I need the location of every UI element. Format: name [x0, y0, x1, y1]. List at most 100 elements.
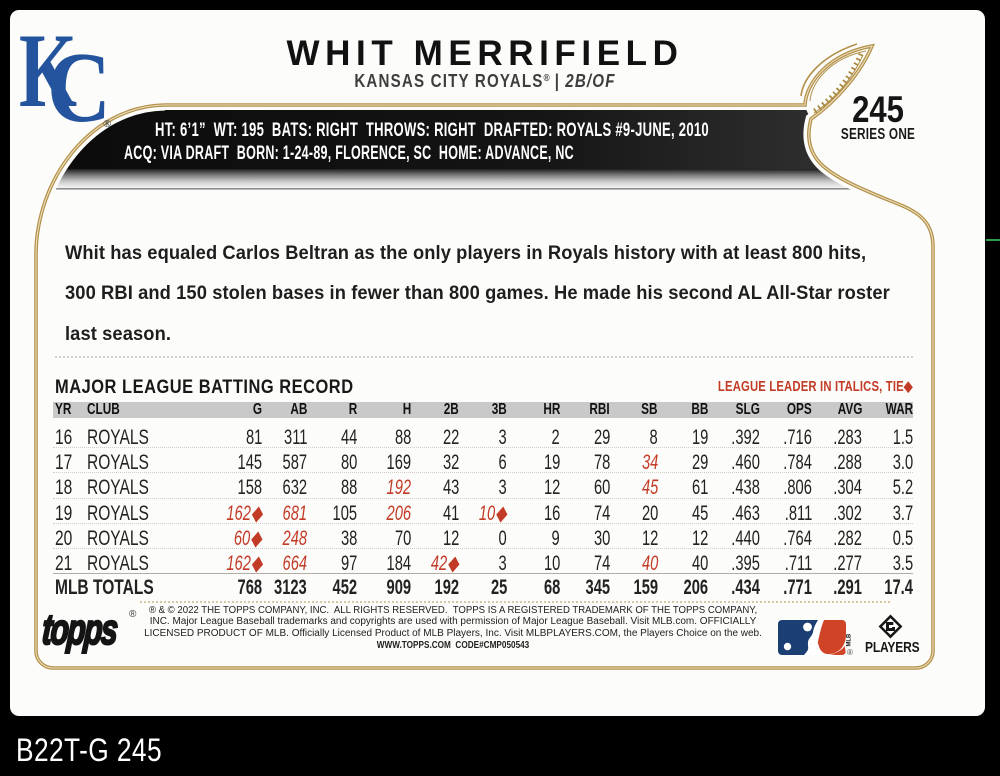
row-divider — [53, 472, 913, 474]
stat-cell: 311 — [283, 426, 307, 449]
stat-cell: 452 — [332, 576, 357, 599]
stat-cell: .438 — [731, 476, 760, 500]
stat-cell: AB — [289, 401, 307, 418]
stat-cell: 632 — [282, 476, 307, 500]
stat-cell: .283 — [833, 426, 862, 449]
silver-strip-edge-line — [36, 188, 933, 190]
stat-cell: 6 — [498, 451, 507, 475]
separator: | — [554, 71, 561, 91]
stat-cell: YR — [55, 401, 72, 418]
stat-cell: 19 — [543, 451, 560, 475]
team-reg-mark: ® — [543, 73, 550, 84]
mlb-logo-red-tail — [830, 646, 846, 655]
stat-cell: 105 — [332, 501, 357, 525]
stats-row: 20 ROYALS 60◆ 248 38 70 12 0 9 30 12 12 .440 .764 .282… — [53, 526, 913, 550]
stat-cell: 12 — [543, 476, 560, 500]
legal-line: WWW.TOPPS.COM CODE#CMP050543 — [376, 640, 530, 652]
stat-cell: SLG — [735, 401, 760, 418]
stat-cell: .434 — [731, 576, 760, 599]
highlight-line: last season. — [65, 323, 172, 346]
stat-cell: 192 — [434, 576, 459, 599]
row-divider — [53, 447, 913, 449]
legal-line: LICENSED PRODUCT OF MLB. Officially Lice… — [144, 628, 762, 640]
legal-line: INC. Major League Baseball trademarks an… — [149, 616, 757, 628]
stat-cell: BB — [690, 401, 708, 418]
legal-text: ® & © 2022 THE TOPPS COMPANY, INC. ALL R… — [127, 605, 779, 653]
stat-cell: 34 — [641, 451, 658, 475]
mlbpa-logo — [878, 614, 903, 639]
mlbpa-players-label: PLAYERS — [865, 639, 920, 656]
silver-sheen-strip — [36, 169, 933, 189]
stat-cell: 19 — [55, 501, 73, 525]
stats-section-title: MAJOR LEAGUE BATTING RECORD — [55, 377, 354, 398]
stat-cell: 192 — [386, 476, 411, 500]
player-position: 2B/OF — [565, 71, 616, 91]
stat-cell: 20 — [55, 526, 73, 550]
stat-cell: 184 — [386, 552, 411, 576]
team-position-line: KANSAS CITY ROYALS® | 2B/OF — [86, 71, 884, 92]
stat-cell: 70 — [394, 526, 411, 550]
stat-cell: G — [252, 401, 262, 418]
mlb-reg-mark: ® — [847, 648, 853, 657]
row-divider — [53, 522, 913, 524]
stat-cell: .463 — [731, 501, 760, 525]
stat-cell: 248 — [282, 526, 307, 550]
stat-cell: 0 — [498, 526, 507, 550]
stat-cell: .764 — [783, 526, 812, 550]
stat-cell: ROYALS — [87, 426, 149, 449]
highlight-line: Whit has equaled Carlos Beltran as the o… — [65, 241, 867, 264]
royals-kc-logo: K C ® — [19, 12, 111, 143]
stat-cell: .460 — [731, 451, 760, 475]
kc-reg-mark: ® — [103, 118, 111, 130]
team-name: KANSAS CITY ROYALS — [354, 71, 544, 91]
kc-logo-k: K — [19, 12, 77, 129]
stat-cell: ROYALS — [87, 476, 149, 500]
card-number: 245 — [852, 89, 904, 130]
series-name: SERIES ONE — [840, 126, 916, 143]
mlbpa-mlb-label: MLB — [845, 633, 853, 647]
stat-cell: 3123 — [274, 576, 307, 599]
stats-row: 19 ROYALS 162◆ 681 105 206 41 10◆ 16 74 20 45 .463 .8… — [53, 501, 913, 525]
player-name: WHIT MERRIFIELD — [286, 33, 684, 73]
bio-banner-line2: ACQ: VIA DRAFT BORN: 1-24-89, FLORENCE, … — [124, 142, 574, 164]
mlbpa-diamond-mark — [886, 622, 895, 631]
stat-cell: 17 — [55, 451, 73, 475]
stats-row: 16 ROYALS 81 311 44 88 22 3 2 29 8 19 .392 .716 .283 1.… — [53, 426, 913, 449]
stat-cell: H — [402, 401, 411, 418]
stat-cell: 145 — [237, 451, 262, 475]
stat-cell: 25 — [490, 576, 507, 599]
stat-cell: 97 — [340, 552, 357, 576]
stat-cell: 3 — [498, 476, 507, 500]
stat-cell: 80 — [340, 451, 357, 475]
row-divider — [53, 497, 913, 499]
stat-cell: 2B — [443, 401, 459, 418]
stat-cell: 78 — [593, 451, 610, 475]
stat-cell: 162◆ — [226, 501, 262, 525]
mlb-logo-ball — [783, 642, 792, 651]
stat-cell: SB — [641, 401, 658, 418]
stats-header-row: YR CLUB G AB R H 2B 3B HR RBI SB BB SLG … — [53, 402, 913, 418]
stat-cell: .440 — [731, 526, 760, 550]
stat-cell: AVG — [837, 401, 862, 418]
stat-cell: .291 — [833, 576, 862, 599]
stat-cell: 587 — [282, 451, 307, 475]
stat-cell: 10◆ — [479, 501, 507, 525]
stat-cell: ROYALS — [87, 526, 149, 550]
stat-cell: .302 — [833, 501, 862, 525]
stat-cell: 60◆ — [234, 526, 262, 550]
stat-cell: 3 — [498, 552, 507, 576]
stat-cell: 42◆ — [431, 552, 459, 576]
stat-cell: 3.0 — [892, 451, 913, 475]
bio-banner-bar — [36, 110, 933, 169]
stat-cell: R — [348, 401, 357, 418]
mlb-logo-red-field — [817, 620, 846, 655]
stat-cell: 16 — [543, 501, 560, 525]
stat-cell: 81 — [245, 426, 262, 449]
stat-cell: 12 — [691, 526, 708, 550]
stats-totals-row: MLB TOTALS 768 3123 452 909 192 25 68 345 159 206.… — [53, 576, 913, 599]
stats-row: 21 ROYALS 162◆ 664 97 184 42◆ 3 10 74 40 40 .395 .711… — [53, 552, 913, 576]
stat-cell: .806 — [783, 476, 812, 500]
stat-cell: 32 — [442, 451, 459, 475]
